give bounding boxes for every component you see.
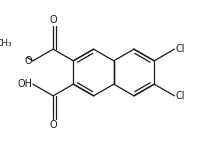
Text: OH: OH [17,79,32,89]
Text: Cl: Cl [175,44,185,54]
Text: O: O [24,56,32,66]
Text: O: O [49,120,57,130]
Text: Cl: Cl [175,91,185,101]
Text: O: O [49,15,57,25]
Text: CH₃: CH₃ [0,39,12,48]
